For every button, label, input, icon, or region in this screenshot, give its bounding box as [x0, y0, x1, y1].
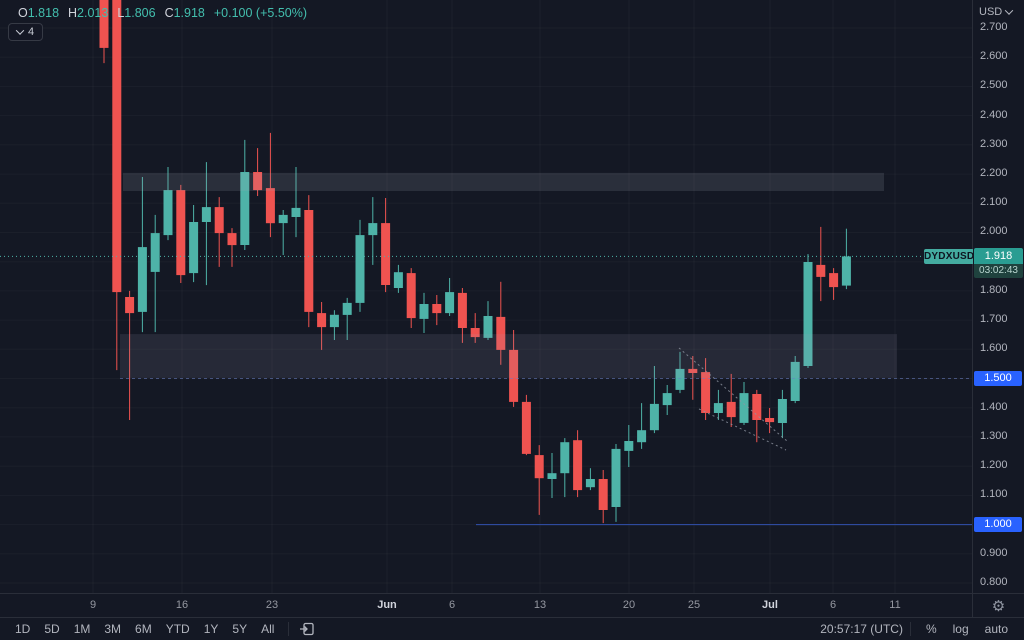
chevron-down-icon	[15, 26, 25, 35]
high-label: H	[68, 6, 78, 20]
open-label: O	[18, 6, 28, 20]
log-scale-button[interactable]: log	[952, 621, 969, 636]
price-axis[interactable]: USD 1.918 03:02:43 2.700 2.600 2.500 2.400 2…	[972, 0, 1024, 593]
toolbar-divider	[909, 621, 911, 636]
price-tick: 0.900	[980, 546, 1008, 559]
price-tick: 0.800	[980, 575, 1008, 588]
price-tick: 1.700	[980, 313, 1008, 326]
time-tick: 25	[687, 599, 701, 611]
price-tick: 1.100	[980, 488, 1008, 501]
price-tick: 1.400	[980, 400, 1008, 413]
range-button-5d[interactable]: 5D	[44, 621, 60, 636]
price-tick: 1.800	[980, 283, 1008, 296]
axis-corner: ⚙	[972, 593, 1024, 618]
range-button-1m[interactable]: 1M	[73, 621, 91, 636]
go-to-date-icon[interactable]	[298, 620, 316, 638]
time-axis[interactable]: 9 16 23 Jun 6 13 20 25 Jul 6 11	[0, 593, 973, 618]
time-tick: 9	[89, 599, 97, 611]
low-label: L	[117, 6, 125, 20]
auto-scale-button[interactable]: auto	[984, 621, 1008, 636]
range-button-3m[interactable]: 3M	[104, 621, 122, 636]
symbol-tag: DYDXUSD	[924, 248, 973, 264]
price-tick: 1.200	[980, 459, 1008, 472]
percent-scale-button[interactable]: %	[925, 621, 937, 636]
range-button-1d[interactable]: 1D	[15, 621, 31, 636]
range-button-ytd[interactable]: YTD	[165, 621, 190, 636]
price-tick: 1.300	[980, 429, 1008, 442]
time-tick: 13	[533, 599, 547, 611]
price-tick: 2.000	[980, 225, 1008, 238]
currency-label: USD	[979, 6, 1003, 18]
currency-dropdown[interactable]: USD	[979, 6, 1014, 18]
time-tick: Jul	[762, 599, 778, 611]
chart-canvas[interactable]: O1.818 H2.013 L1.806 C1.918 +0.100 (+5.50%) …	[0, 0, 973, 593]
toolbar-divider	[288, 621, 290, 636]
last-price-label: 1.918 03:02:43	[974, 248, 1023, 279]
range-button-6m[interactable]: 6M	[135, 621, 152, 636]
low-value: 1.806	[124, 6, 156, 20]
gear-icon[interactable]: ⚙	[991, 597, 1006, 615]
price-tick: 2.300	[980, 137, 1008, 150]
open-value: 1.818	[27, 6, 60, 20]
price-tick: 2.600	[980, 50, 1008, 63]
price-tick: 2.100	[980, 196, 1008, 209]
time-tick: 23	[265, 599, 279, 611]
change-value: +0.100 (+5.50%)	[213, 6, 307, 20]
ohlc-legend: O1.818 H2.013 L1.806 C1.918 +0.100 (+5.50%)	[18, 6, 307, 20]
legend-collapse-badge[interactable]: 4	[8, 23, 44, 41]
range-button-1y[interactable]: 1Y	[203, 621, 219, 636]
price-level-label: 1.000	[974, 517, 1022, 533]
price-tick: 2.200	[980, 167, 1008, 180]
price-tick: 1.600	[980, 342, 1008, 355]
bottom-toolbar: 1D 5D 1M 3M 6M YTD 1Y 5Y All 20:57:17 (U…	[0, 617, 1024, 639]
chevron-down-icon	[1004, 6, 1014, 15]
price-tick: 2.400	[980, 108, 1008, 121]
close-value: 1.918	[173, 6, 205, 20]
bar-countdown: 03:02:43	[974, 264, 1023, 279]
price-tick: 2.500	[980, 79, 1008, 92]
clock-utc[interactable]: 20:57:17 (UTC)	[820, 621, 903, 636]
last-price-value: 1.918	[974, 248, 1023, 265]
price-tick: 2.700	[980, 21, 1008, 33]
time-tick: Jun	[377, 599, 397, 611]
indicator-count: 4	[28, 26, 35, 38]
close-label: C	[164, 6, 174, 20]
time-tick: 6	[829, 599, 837, 611]
price-level-label: 1.500	[974, 371, 1022, 387]
range-button-5y[interactable]: 5Y	[232, 621, 248, 636]
time-tick: 6	[448, 599, 456, 611]
time-tick: 11	[889, 599, 901, 611]
candlestick-chart	[0, 0, 973, 526]
time-tick: 20	[622, 599, 636, 611]
range-button-all[interactable]: All	[261, 621, 275, 636]
time-tick: 16	[175, 599, 189, 611]
high-value: 2.013	[77, 6, 109, 20]
